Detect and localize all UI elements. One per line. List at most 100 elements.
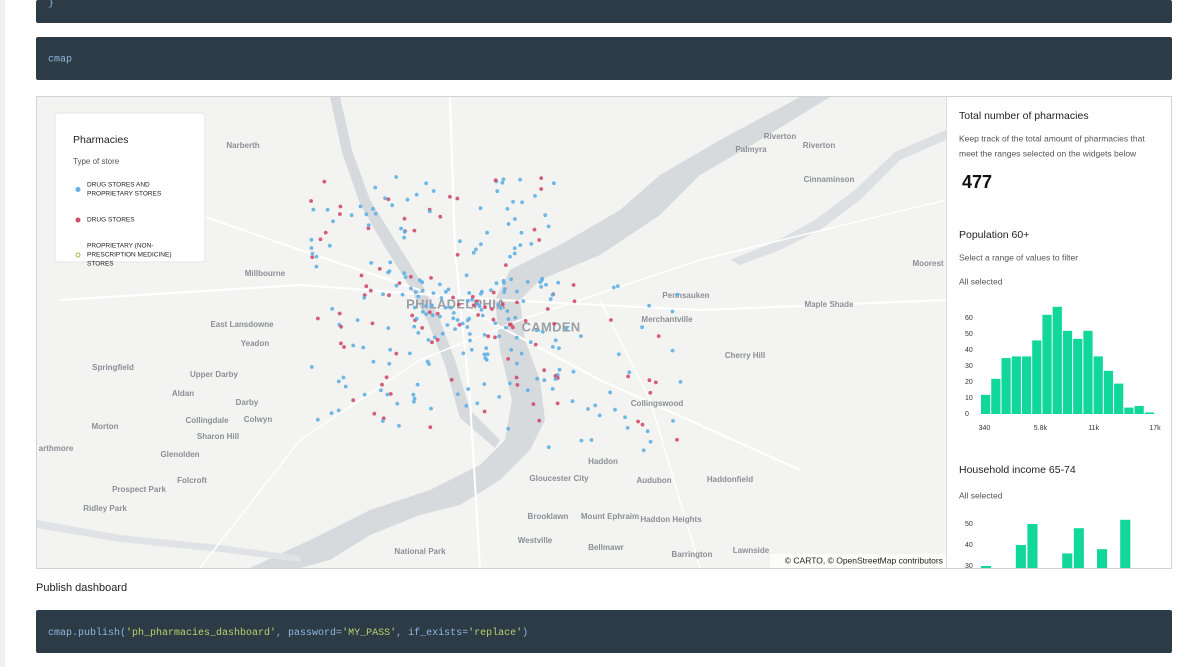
place-label: Yeadon	[241, 339, 270, 348]
place-label: Riverton	[764, 132, 797, 141]
pharmacy-point	[381, 292, 385, 297]
pharmacy-point	[593, 403, 598, 408]
pharmacy-point	[538, 280, 542, 285]
pharmacy-point	[394, 283, 399, 288]
pharmacy-point	[455, 252, 460, 257]
place-label: Aldan	[172, 389, 194, 398]
y-tick-label: 40	[965, 542, 973, 549]
pharmacy-point	[537, 418, 542, 423]
pharmacy-point	[518, 177, 522, 182]
pharmacy-point	[351, 343, 356, 348]
pharmacy-point	[506, 357, 511, 361]
place-label: Upper Darby	[190, 370, 239, 379]
pharmacy-point	[513, 315, 518, 320]
widget-status[interactable]: All selected	[959, 276, 1003, 286]
pharmacy-point	[503, 325, 508, 330]
pharmacy-point	[355, 318, 360, 322]
pharmacy-point	[471, 250, 476, 255]
markdown-text: Publish dashboard	[36, 582, 127, 594]
pharmacy-point	[325, 207, 330, 212]
bar	[1120, 519, 1131, 568]
pharmacy-point	[444, 289, 448, 294]
pharmacy-point	[395, 401, 400, 406]
pharmacy-point	[543, 213, 548, 218]
pharmacy-point	[564, 326, 569, 331]
pharmacy-point	[430, 340, 434, 345]
pharmacy-point	[503, 263, 508, 267]
pharmacy-point	[424, 312, 428, 316]
pharmacy-point	[386, 270, 390, 275]
creek	[730, 130, 946, 265]
histogram-bar	[1032, 340, 1042, 414]
code-text: cmap	[48, 55, 72, 66]
pharmacy-point	[457, 322, 462, 327]
place-label: Cherry Hill	[725, 351, 765, 360]
pharmacy-point	[615, 284, 620, 288]
pharmacy-point	[656, 334, 661, 338]
pharmacy-point	[553, 377, 558, 381]
place-label: Lawnside	[733, 546, 770, 555]
place-label: Haddon	[588, 457, 618, 466]
pharmacy-point	[379, 388, 383, 393]
pharmacy-point	[528, 340, 533, 344]
pharmacy-point	[366, 226, 371, 231]
pharmacy-point	[400, 292, 405, 297]
pharmacy-point	[386, 197, 391, 202]
pharmacy-point	[359, 273, 364, 278]
place-label: Collingswood	[631, 399, 684, 408]
pharmacy-point	[430, 313, 435, 318]
pharmacy-point	[533, 194, 537, 198]
place-label: Haddonfield	[707, 475, 753, 484]
pharmacy-point	[427, 209, 432, 214]
pharmacy-point	[482, 382, 487, 386]
code-text: cmap.publish('ph_pharmacies_dashboard', …	[48, 627, 528, 639]
place-label: Sharon Hill	[197, 432, 239, 441]
x-tick-label: 5.8k	[1034, 425, 1048, 432]
histogram-bar	[981, 394, 991, 414]
pharmacy-point	[323, 230, 328, 235]
pharmacy-point	[539, 187, 544, 191]
pharmacy-point	[327, 243, 332, 248]
y-tick-label: 20	[965, 379, 973, 386]
place-label: Cinnaminson	[804, 175, 855, 184]
pharmacy-point	[539, 285, 544, 289]
place-label: Collingdale	[185, 416, 229, 425]
pharmacy-point	[309, 199, 313, 203]
pharmacy-point	[540, 329, 545, 334]
pharmacy-point	[513, 217, 517, 221]
pharmacy-point	[552, 181, 556, 186]
pharmacy-point	[420, 326, 425, 330]
pharmacy-point	[388, 347, 393, 352]
x-tick-label: 11k	[1088, 425, 1099, 432]
pharmacy-point	[362, 295, 367, 300]
legend-label: DRUG STORES	[87, 217, 135, 224]
pharmacy-point	[402, 216, 407, 221]
pharmacy-point	[460, 321, 465, 326]
histogram-bar	[1011, 356, 1021, 414]
pharmacy-point	[616, 352, 621, 357]
pharmacy-point	[501, 279, 506, 283]
pharmacy-points	[309, 175, 683, 453]
pharmacy-point	[505, 309, 510, 313]
pharmacy-point	[506, 222, 511, 226]
pharmacy-point	[412, 396, 417, 401]
code-cell	[36, 610, 1172, 653]
pharmacy-point	[364, 212, 369, 217]
pharmacy-point	[456, 302, 461, 307]
pharmacy-point	[449, 377, 454, 382]
pharmacy-point	[478, 206, 483, 211]
pharmacy-point	[479, 307, 484, 312]
pharmacy-point	[521, 299, 526, 303]
pharmacy-point	[468, 338, 472, 343]
place-label: Bellmawr	[588, 543, 624, 552]
widget-status[interactable]: All selected	[959, 490, 1003, 500]
legend-title: Pharmacies	[73, 134, 128, 146]
pharmacy-point	[645, 429, 650, 434]
pharmacy-point	[533, 342, 538, 347]
y-tick-label: 60	[965, 315, 973, 322]
pharmacy-point	[514, 375, 519, 380]
pharmacy-point	[455, 196, 460, 201]
place-label: Moorest	[912, 259, 943, 268]
place-label: Pennsauken	[662, 291, 709, 300]
